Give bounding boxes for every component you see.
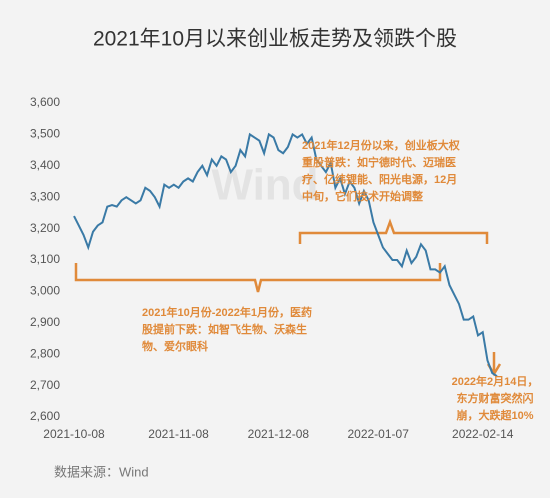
source: 数据来源：Wind [54,464,149,479]
annotation: 物、爱尔眼科 [142,339,208,353]
chart-title: 2021年10月以来创业板走势及领跌个股 [93,28,457,51]
y-tick-label: 3,300 [30,189,60,203]
y-tick-label: 2,600 [30,409,60,423]
y-tick-label: 3,500 [30,127,60,141]
bracket [298,218,489,244]
x-tick-label: 2021-11-08 [148,427,209,441]
x-tick-label: 2022-01-07 [347,427,409,441]
y-tick-label: 2,700 [30,378,60,392]
line [73,132,498,378]
annotation: 崩，大跌超10% [456,408,533,422]
y-tick-label: 3,200 [30,221,60,235]
annotation: 股提前下跌：如智飞生物、沃森生 [142,322,307,336]
annotation: 疗、亿纬锂能、阳光电源，12月 [302,172,457,186]
y-tick-label: 3,600 [30,95,60,109]
x-tick-label: 2021-12-08 [248,427,310,441]
annotation: 2022年2月14日， [452,374,539,388]
y-tick-label: 2,800 [30,346,60,360]
annotation: 东方财富突然闪 [457,391,534,405]
x-tick-label: 2021-10-08 [43,427,105,441]
y-tick-label: 3,400 [30,158,60,172]
x-tick-label: 2022-02-14 [452,427,514,441]
annotation: 重股普跌：如宁德时代、迈瑞医 [302,155,456,169]
annotation: 中旬，它们技术开始调整 [302,189,423,203]
annotation: 2021年10月份-2022年1月份，医药 [142,305,312,319]
y-tick-label: 3,100 [30,252,60,266]
bracket [74,263,442,293]
annotation: 2021年12月份以来，创业板大权 [302,138,461,152]
y-tick-label: 2,900 [30,315,60,329]
y-tick-label: 3,000 [30,284,60,298]
